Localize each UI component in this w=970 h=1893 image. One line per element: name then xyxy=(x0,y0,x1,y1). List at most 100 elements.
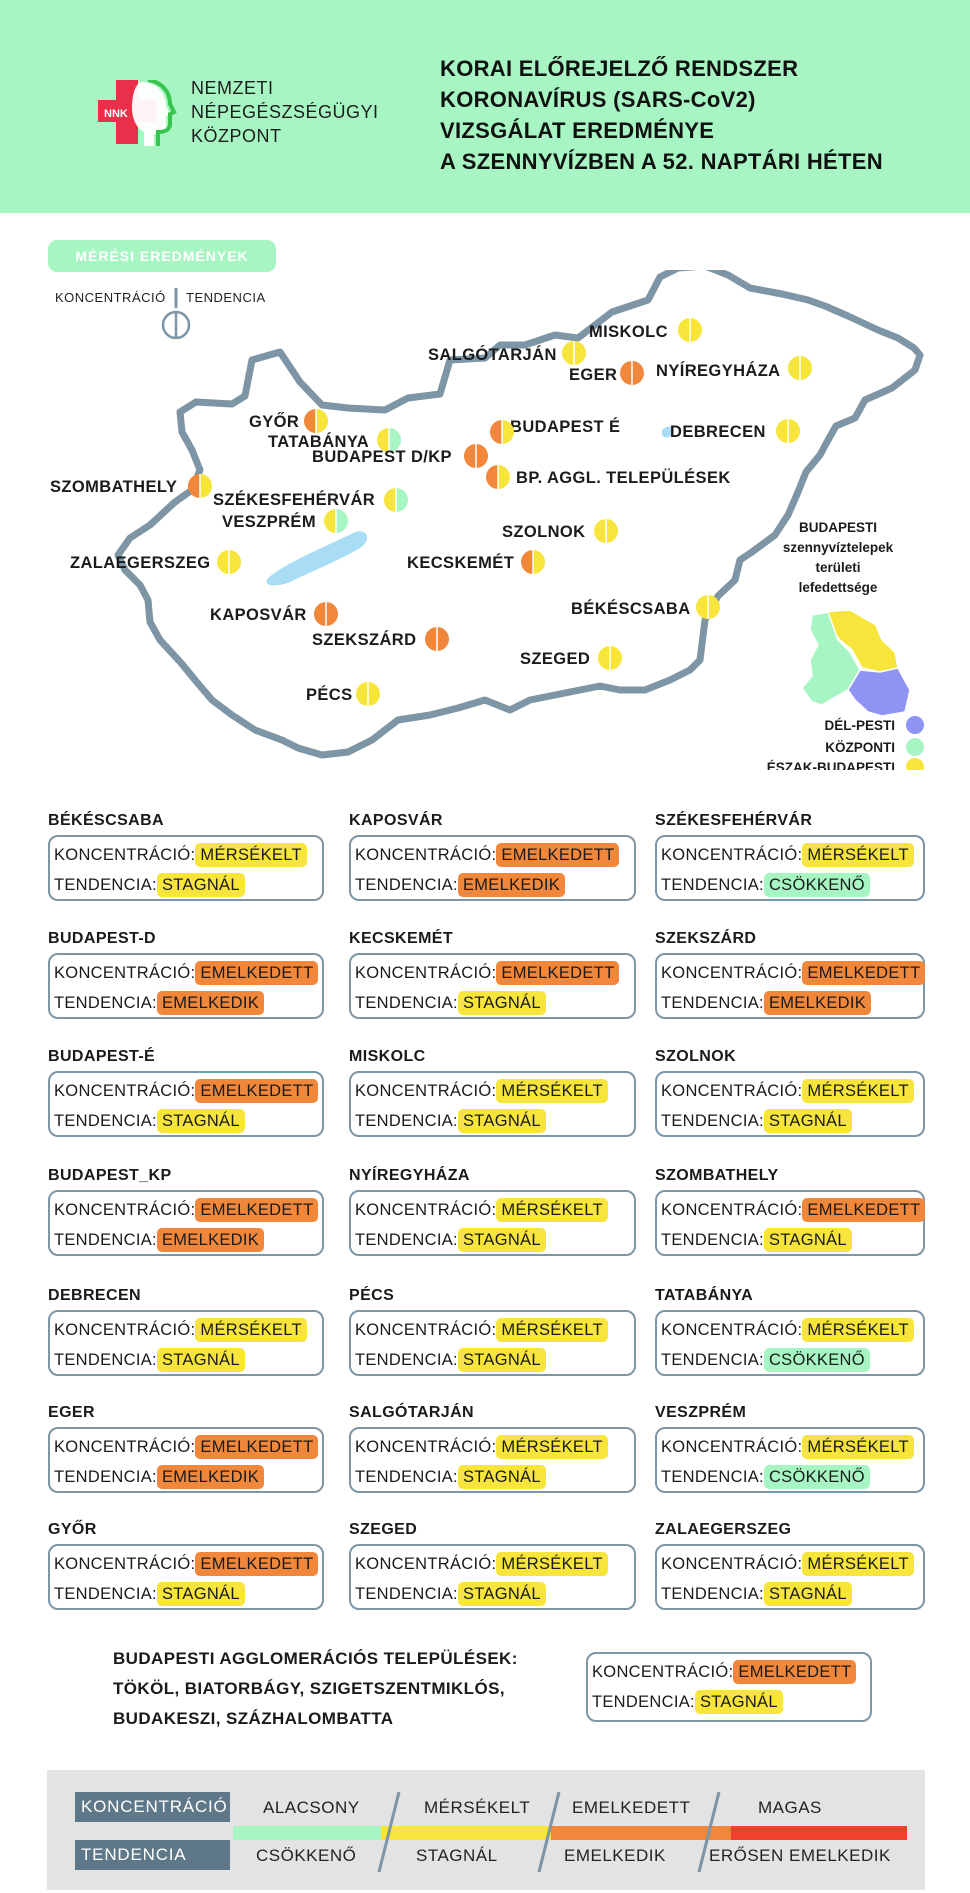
card-nyiregyhaza: KONCENTRÁCIÓ: MÉRSÉKELT TENDENCIA: STAGNÁL xyxy=(349,1190,636,1256)
hungary-border xyxy=(114,270,924,759)
nnk-logo-icon: NNK xyxy=(98,80,177,146)
map-marker-kaposvar xyxy=(314,602,338,626)
card-title-budapest-kp: BUDAPEST_KP xyxy=(48,1167,172,1184)
conc-row: KONCENTRÁCIÓ: MÉRSÉKELT xyxy=(661,1552,914,1576)
legend-tendency-label: TENDENCIA xyxy=(186,290,266,305)
tend-row: TENDENCIA: EMELKEDIK xyxy=(54,991,265,1015)
bp-legend-item-2-dot xyxy=(906,738,924,756)
map-marker-zalaegerszeg xyxy=(217,550,241,574)
hungary-map: MISKOLC SALGÓTARJÁN EGER NYÍREGYHÁZA GYŐRTAT… xyxy=(50,270,924,770)
conc-value: EMELKEDETT xyxy=(496,843,620,867)
tend-row: TENDENCIA: STAGNÁL xyxy=(54,1348,245,1372)
tend-row: TENDENCIA: STAGNÁL xyxy=(661,1109,852,1133)
card-title-szekesfehervar: SZÉKESFEHÉRVÁR xyxy=(655,812,813,829)
card-title-veszprem: VESZPRÉM xyxy=(655,1404,747,1421)
conc-value: MÉRSÉKELT xyxy=(802,1435,914,1459)
map-label-bp-aggl-telepulesek: BP. AGGL. TELEPÜLÉSEK xyxy=(516,468,731,487)
lake-balaton xyxy=(266,531,368,586)
conc-row: KONCENTRÁCIÓ: MÉRSÉKELT xyxy=(661,843,914,867)
conc-label: KONCENTRÁCIÓ: xyxy=(661,964,803,982)
conc-label: KONCENTRÁCIÓ: xyxy=(355,1082,497,1100)
tend-label: TENDENCIA: xyxy=(54,1468,157,1486)
conc-label: KONCENTRÁCIÓ: xyxy=(54,1201,196,1219)
map-label-nyiregyhaza: NYÍREGYHÁZA xyxy=(656,361,781,380)
card-title-eger: EGER xyxy=(48,1404,95,1421)
tend-label: TENDENCIA: xyxy=(355,1468,458,1486)
map-label-pecs: PÉCS xyxy=(306,685,353,704)
card-title-szeged: SZEGED xyxy=(349,1521,418,1538)
map-marker-bekescsaba xyxy=(696,595,720,619)
bp-legend-item-2-label: KÖZPONTI xyxy=(825,740,895,755)
tend-value: STAGNÁL xyxy=(457,1348,546,1372)
legend-conc-tag: KONCENTRÁCIÓ xyxy=(75,1792,230,1822)
conc-row: KONCENTRÁCIÓ: EMELKEDETT xyxy=(661,1198,926,1222)
conc-value: EMELKEDETT xyxy=(802,1198,926,1222)
card-title-bekescsaba: BÉKÉSCSABA xyxy=(48,812,165,829)
map-label-debrecen: DEBRECEN xyxy=(670,423,766,441)
map-label-miskolc: MISKOLC xyxy=(589,323,668,341)
tend-label: TENDENCIA: xyxy=(54,1585,157,1603)
tend-label: TENDENCIA: xyxy=(355,994,458,1012)
tend-row: TENDENCIA: STAGNÁL xyxy=(355,1109,546,1133)
conc-value: EMELKEDETT xyxy=(496,961,620,985)
map-marker-tatabanya xyxy=(377,428,401,452)
conc-value: EMELKEDETT xyxy=(195,1198,319,1222)
map-label-budapest-d-kp: BUDAPEST D/KP xyxy=(312,448,452,466)
tend-label: TENDENCIA: xyxy=(54,1112,157,1130)
tend-label: TENDENCIA: xyxy=(661,994,764,1012)
tend-value: EMELKEDIK xyxy=(457,873,566,897)
conc-row: KONCENTRÁCIÓ: MÉRSÉKELT xyxy=(355,1198,608,1222)
legend-bar-green xyxy=(233,1826,381,1840)
conc-label: KONCENTRÁCIÓ: xyxy=(661,1082,803,1100)
tend-label: TENDENCIA: xyxy=(661,1468,764,1486)
legend-separators xyxy=(377,1791,721,1873)
bp-legend-title-2: szennyvíztelepek xyxy=(783,540,894,555)
conc-row: KONCENTRÁCIÓ: EMELKEDETT xyxy=(54,1198,319,1222)
tend-row: TENDENCIA: STAGNÁL xyxy=(54,1582,245,1606)
conc-value: MÉRSÉKELT xyxy=(496,1198,608,1222)
tend-value: STAGNÁL xyxy=(763,1582,852,1606)
conc-row: KONCENTRÁCIÓ: EMELKEDETT xyxy=(54,1552,319,1576)
legend-level-3-conc: EMELKEDETT xyxy=(572,1798,691,1817)
card-debrecen: KONCENTRÁCIÓ: MÉRSÉKELT TENDENCIA: STAGNÁL xyxy=(48,1310,324,1376)
card-salgotarjan: KONCENTRÁCIÓ: MÉRSÉKELT TENDENCIA: STAGNÁL xyxy=(349,1427,636,1493)
card-pecs: KONCENTRÁCIÓ: MÉRSÉKELT TENDENCIA: STAGNÁL xyxy=(349,1310,636,1376)
map-label-szekszard: SZEKSZÁRD xyxy=(312,630,416,649)
conc-value: MÉRSÉKELT xyxy=(802,1079,914,1103)
card-kecskemet: KONCENTRÁCIÓ: EMELKEDETT TENDENCIA: STAGNÁL xyxy=(349,953,636,1019)
conc-label: KONCENTRÁCIÓ: xyxy=(54,1082,196,1100)
map-label-szombathely: SZOMBATHELY xyxy=(50,478,177,496)
map-marker-veszprem xyxy=(324,509,348,533)
map-marker-budapest-d-kp xyxy=(464,444,488,468)
tend-value: CSÖKKENŐ xyxy=(763,1465,870,1489)
map-marker-bp-aggl-telepulesek xyxy=(486,465,510,489)
card-szekesfehervar: KONCENTRÁCIÓ: MÉRSÉKELT TENDENCIA: CSÖKKENŐ xyxy=(655,835,925,901)
city-markers: MISKOLC SALGÓTARJÁN EGER NYÍREGYHÁZA GYŐRTAT… xyxy=(50,318,812,706)
card-szeged: KONCENTRÁCIÓ: MÉRSÉKELT TENDENCIA: STAGNÁL xyxy=(349,1544,636,1610)
map-marker-szekesfehervar xyxy=(384,488,408,512)
tend-row: TENDENCIA: CSÖKKENŐ xyxy=(661,873,870,897)
conc-value: MÉRSÉKELT xyxy=(802,1552,914,1576)
tend-value: STAGNÁL xyxy=(457,1109,546,1133)
bp-legend-title-3: területi xyxy=(815,560,860,575)
conc-row: KONCENTRÁCIÓ: MÉRSÉKELT xyxy=(661,1079,914,1103)
conc-value: EMELKEDETT xyxy=(195,1079,319,1103)
bp-legend-item-3-label: ÉSZAK-BUDAPESTI xyxy=(767,760,895,770)
map-marker-szolnok xyxy=(594,519,618,543)
results-pill: MÉRÉSI EREDMÉNYEK xyxy=(48,240,276,272)
card-veszprem: KONCENTRÁCIÓ: MÉRSÉKELT TENDENCIA: CSÖKKENŐ xyxy=(655,1427,925,1493)
lake-tisza xyxy=(661,426,674,438)
tend-label: TENDENCIA: xyxy=(54,1231,157,1249)
conc-label: KONCENTRÁCIÓ: xyxy=(355,964,497,982)
conc-label: KONCENTRÁCIÓ: xyxy=(355,1321,497,1339)
map-label-eger: EGER xyxy=(569,366,617,384)
tend-value: EMELKEDIK xyxy=(763,991,872,1015)
map-label-zalaegerszeg: ZALAEGERSZEG xyxy=(70,554,210,572)
map-label-veszprem: VESZPRÉM xyxy=(222,512,316,531)
tend-label: TENDENCIA: xyxy=(661,1585,764,1603)
tend-row: TENDENCIA: STAGNÁL xyxy=(355,991,546,1015)
legend-bar-red xyxy=(731,1826,907,1840)
bp-legend-item-1-label: DÉL-PESTI xyxy=(824,718,895,733)
card-title-kaposvar: KAPOSVÁR xyxy=(349,812,443,829)
conc-value: MÉRSÉKELT xyxy=(195,843,307,867)
